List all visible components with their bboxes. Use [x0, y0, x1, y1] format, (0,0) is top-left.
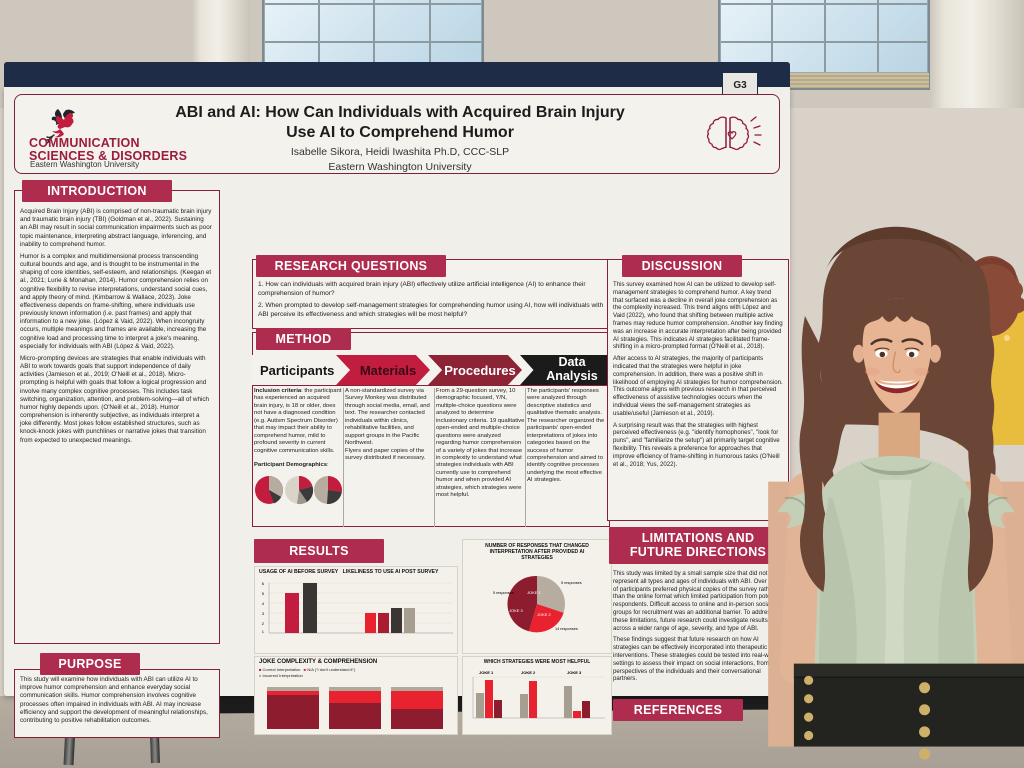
svg-text:5 responses: 5 responses	[493, 591, 514, 595]
svg-text:JOKE 2: JOKE 2	[521, 670, 536, 675]
svg-text:14 responses: 14 responses	[555, 627, 578, 631]
svg-text:3: 3	[262, 611, 265, 616]
svg-text:4: 4	[262, 601, 265, 606]
svg-text:2: 2	[262, 621, 265, 626]
svg-text:1: 1	[262, 629, 265, 634]
svg-text:JOKE 1: JOKE 1	[479, 670, 494, 675]
svg-text:6: 6	[262, 581, 265, 586]
svg-text:JOKE 2: JOKE 2	[537, 612, 552, 617]
svg-text:JOKE 3: JOKE 3	[567, 670, 582, 675]
svg-text:JOKE 1: JOKE 1	[527, 590, 542, 595]
svg-text:JOKE 3: JOKE 3	[509, 608, 524, 613]
svg-text:5 responses: 5 responses	[561, 581, 582, 585]
svg-text:5: 5	[262, 591, 265, 596]
